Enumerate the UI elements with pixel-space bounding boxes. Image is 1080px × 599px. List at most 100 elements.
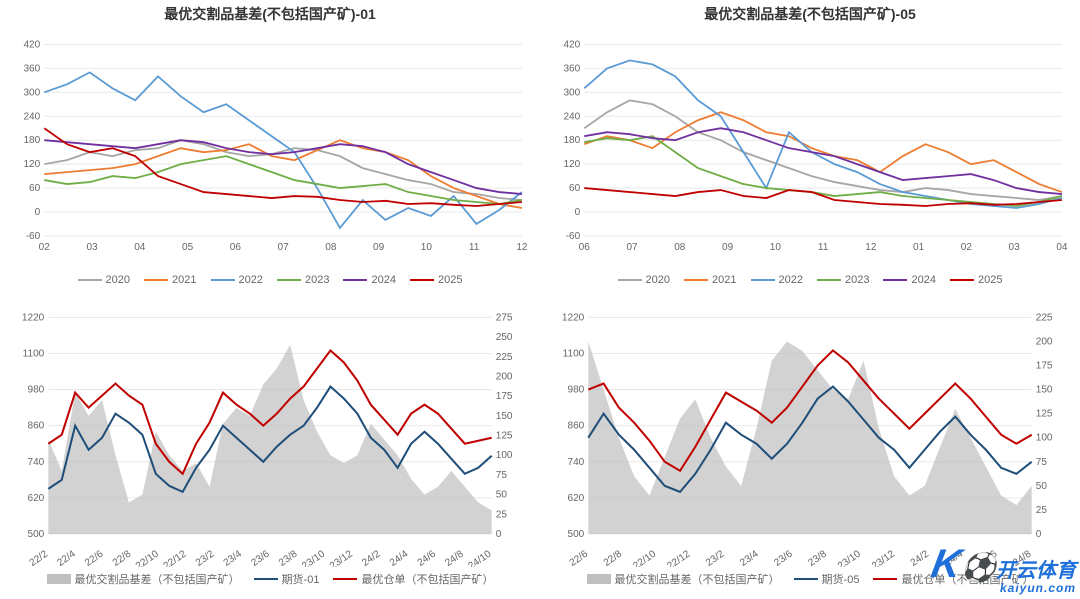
- svg-text:240: 240: [563, 111, 580, 122]
- svg-text:240: 240: [23, 111, 40, 122]
- chart-canvas-bottom-left: 5006207408609801100122002550751001251501…: [8, 304, 532, 568]
- chart-grid: 最优交割品基差(不包括国产矿)-01 -60060120180240300360…: [0, 0, 1080, 599]
- svg-text:120: 120: [563, 159, 580, 170]
- legend-item: 2020: [78, 274, 130, 286]
- svg-text:180: 180: [23, 135, 40, 146]
- svg-text:05: 05: [182, 242, 194, 253]
- svg-text:0: 0: [575, 207, 581, 218]
- legend-label: 最优仓单（不包括国产矿）: [901, 571, 1033, 587]
- legend-item: 最优交割品基差（不包括国产矿）: [587, 571, 780, 587]
- svg-text:120: 120: [23, 159, 40, 170]
- legend-top-left: 202020212022202320242025: [8, 274, 532, 286]
- legend-item: 2022: [751, 274, 803, 286]
- svg-text:22/10: 22/10: [631, 548, 658, 567]
- svg-text:24/8: 24/8: [443, 548, 466, 567]
- svg-text:125: 125: [496, 430, 513, 441]
- legend-item: 2023: [817, 274, 869, 286]
- legend-label: 最优交割品基差（不包括国产矿）: [615, 571, 780, 587]
- legend-swatch: [817, 279, 841, 281]
- legend-swatch: [794, 578, 818, 580]
- legend-label: 最优交割品基差（不包括国产矿）: [75, 571, 240, 587]
- svg-text:420: 420: [563, 39, 580, 50]
- svg-text:360: 360: [563, 63, 580, 74]
- legend-label: 2020: [106, 274, 130, 286]
- svg-text:75: 75: [496, 469, 508, 480]
- legend-swatch: [587, 574, 611, 584]
- legend-swatch: [950, 279, 974, 281]
- svg-text:620: 620: [567, 492, 584, 503]
- legend-item: 2021: [684, 274, 736, 286]
- svg-text:200: 200: [1036, 336, 1053, 347]
- svg-text:23/4: 23/4: [738, 548, 761, 567]
- svg-text:01: 01: [913, 242, 925, 253]
- svg-text:150: 150: [1036, 384, 1053, 395]
- svg-text:500: 500: [567, 529, 584, 540]
- svg-text:24/6: 24/6: [416, 548, 439, 567]
- svg-text:22/4: 22/4: [55, 548, 78, 567]
- legend-swatch: [883, 279, 907, 281]
- svg-text:740: 740: [27, 456, 44, 467]
- svg-text:22/6: 22/6: [568, 548, 591, 567]
- svg-text:23/2: 23/2: [194, 548, 217, 567]
- svg-text:11: 11: [469, 242, 480, 253]
- legend-label: 2022: [779, 274, 803, 286]
- svg-text:75: 75: [1036, 456, 1048, 467]
- svg-text:10: 10: [770, 242, 782, 253]
- legend-item: 2021: [144, 274, 196, 286]
- legend-label: 2023: [845, 274, 869, 286]
- legend-item: 2022: [211, 274, 263, 286]
- svg-text:24/8: 24/8: [1011, 548, 1034, 567]
- svg-text:24/4: 24/4: [943, 548, 966, 567]
- svg-text:24/4: 24/4: [388, 548, 411, 567]
- svg-text:24/6: 24/6: [977, 548, 1000, 567]
- svg-text:07: 07: [626, 242, 638, 253]
- legend-label: 2025: [978, 274, 1002, 286]
- legend-item: 期货-01: [254, 571, 320, 587]
- legend-swatch: [343, 279, 367, 281]
- svg-text:200: 200: [496, 371, 513, 382]
- legend-item: 最优仓单（不包括国产矿）: [333, 571, 493, 587]
- svg-text:24/2: 24/2: [360, 548, 383, 567]
- legend-label: 2022: [239, 274, 263, 286]
- svg-text:0: 0: [1036, 529, 1042, 540]
- chart-canvas-top-left: -600601201802403003604200203040506070809…: [8, 26, 532, 270]
- svg-text:04: 04: [1056, 242, 1068, 253]
- svg-text:24/2: 24/2: [909, 548, 932, 567]
- chart-title: 最优交割品基差(不包括国产矿)-05: [548, 4, 1072, 24]
- svg-text:1100: 1100: [563, 348, 585, 359]
- panel-top-left: 最优交割品基差(不包括国产矿)-01 -60060120180240300360…: [0, 0, 540, 300]
- svg-text:180: 180: [563, 135, 580, 146]
- svg-text:275: 275: [496, 312, 513, 323]
- svg-text:225: 225: [1036, 312, 1053, 323]
- chart-canvas-top-right: -600601201802403003604200607080910111201…: [548, 26, 1072, 270]
- legend-swatch: [254, 578, 278, 580]
- legend-item: 2020: [618, 274, 670, 286]
- legend-label: 2021: [172, 274, 196, 286]
- legend-label: 2024: [371, 274, 395, 286]
- svg-text:0: 0: [496, 529, 502, 540]
- svg-text:23/12: 23/12: [870, 548, 897, 567]
- svg-text:09: 09: [373, 242, 385, 253]
- svg-text:22/8: 22/8: [111, 548, 134, 567]
- svg-text:860: 860: [567, 420, 584, 431]
- legend-item: 2024: [883, 274, 935, 286]
- svg-text:-60: -60: [26, 231, 41, 242]
- svg-text:980: 980: [567, 384, 584, 395]
- legend-swatch: [684, 279, 708, 281]
- svg-text:175: 175: [1036, 360, 1053, 371]
- svg-text:500: 500: [27, 529, 44, 540]
- legend-swatch: [47, 574, 71, 584]
- legend-label: 2020: [646, 274, 670, 286]
- svg-text:23/6: 23/6: [249, 548, 272, 567]
- legend-item: 2024: [343, 274, 395, 286]
- legend-label: 最优仓单（不包括国产矿）: [361, 571, 493, 587]
- svg-text:22/6: 22/6: [83, 548, 106, 567]
- svg-text:0: 0: [35, 207, 41, 218]
- svg-text:10: 10: [421, 242, 433, 253]
- svg-text:03: 03: [1009, 242, 1021, 253]
- svg-text:12: 12: [865, 242, 877, 253]
- svg-text:1220: 1220: [562, 312, 585, 323]
- svg-text:1220: 1220: [22, 312, 45, 323]
- svg-text:1100: 1100: [23, 348, 45, 359]
- legend-item: 2025: [410, 274, 462, 286]
